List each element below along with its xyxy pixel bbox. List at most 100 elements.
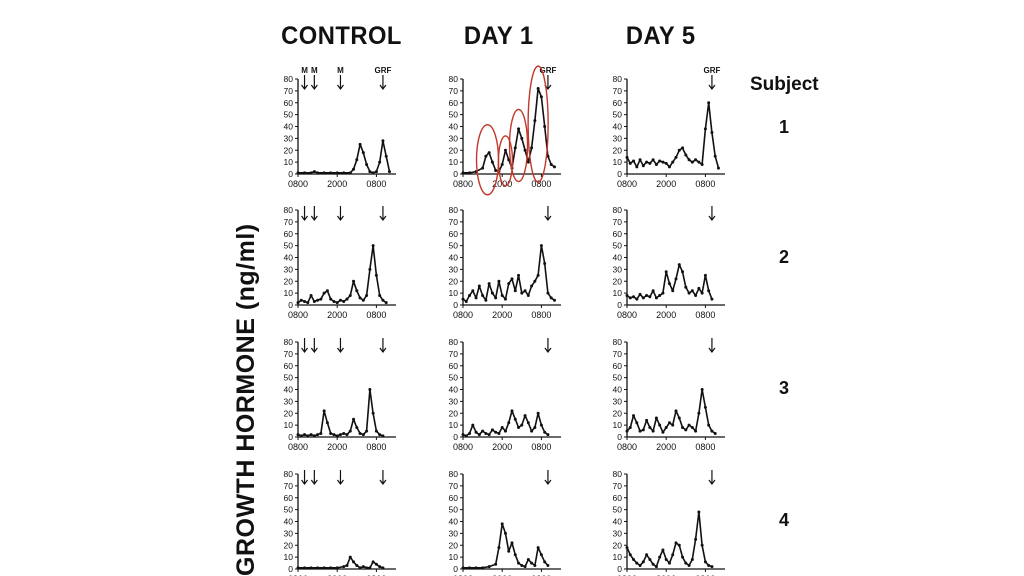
y-tick-label: 80: [284, 74, 294, 84]
data-point: [490, 291, 494, 295]
data-point: [681, 270, 685, 274]
series-line: [463, 523, 549, 569]
data-point: [546, 433, 550, 437]
data-point: [533, 279, 537, 283]
y-tick-label: 0: [453, 432, 458, 442]
data-point: [523, 565, 527, 569]
series-line: [297, 388, 384, 437]
data-point: [332, 299, 336, 303]
data-point: [523, 414, 527, 418]
data-point: [536, 273, 540, 277]
marker-arrowhead: [379, 84, 387, 90]
data-point: [503, 429, 507, 433]
y-tick-label: 30: [613, 264, 623, 274]
data-point: [687, 423, 691, 427]
y-tick-label: 70: [284, 481, 294, 491]
data-point: [641, 296, 645, 300]
data-point: [325, 421, 329, 425]
data-point: [329, 297, 333, 301]
data-point: [690, 426, 694, 429]
data-point: [667, 561, 671, 565]
data-point: [371, 560, 375, 564]
data-point: [632, 558, 636, 561]
data-point: [387, 170, 391, 174]
data-point: [526, 160, 530, 164]
data-point: [710, 429, 714, 433]
x-tick-label: 2000: [327, 442, 347, 452]
data-point: [503, 531, 507, 535]
data-point: [681, 146, 685, 150]
marker-arrowhead: [379, 215, 387, 221]
series-line: [298, 140, 391, 174]
data-point: [533, 119, 537, 123]
data-point: [342, 565, 346, 569]
data-point: [671, 160, 675, 164]
y-tick-label: 10: [449, 420, 459, 430]
y-tick-label: 50: [613, 110, 623, 120]
data-point: [299, 298, 303, 302]
data-point: [352, 560, 356, 564]
data-point: [687, 158, 691, 162]
data-point: [671, 553, 675, 557]
data-point: [352, 167, 356, 171]
data-point: [481, 294, 485, 297]
data-point: [625, 294, 629, 297]
data-point: [345, 433, 349, 437]
data-point: [487, 151, 491, 155]
data-point: [667, 165, 671, 169]
x-tick-label: 0800: [531, 310, 551, 320]
data-point: [355, 426, 359, 429]
data-point: [477, 433, 481, 437]
y-tick-label: 10: [284, 157, 294, 167]
y-tick-label: 10: [449, 288, 459, 298]
data-point: [697, 286, 701, 290]
y-tick-label: 60: [284, 361, 294, 371]
data-point: [641, 560, 645, 564]
data-point: [651, 429, 655, 433]
marker-label: GRF: [374, 66, 391, 75]
data-point: [713, 154, 717, 158]
marker-label: GRF: [703, 66, 720, 75]
data-point: [332, 433, 336, 437]
data-point: [342, 431, 346, 435]
series-line: [626, 388, 716, 435]
y-tick-label: 30: [613, 528, 623, 538]
data-point: [371, 244, 375, 248]
y-tick-label: 70: [284, 86, 294, 96]
data-point: [345, 563, 349, 567]
y-tick-label: 20: [613, 145, 623, 155]
x-tick-label: 0800: [531, 442, 551, 452]
data-point: [677, 263, 681, 267]
data-point: [368, 170, 372, 174]
data-point: [474, 296, 478, 300]
data-point: [713, 431, 717, 435]
y-tick-label: 30: [449, 264, 459, 274]
data-point: [539, 423, 543, 427]
data-point: [474, 566, 478, 570]
data-point: [471, 423, 475, 427]
data-point: [371, 171, 375, 175]
data-point: [342, 171, 346, 175]
data-point: [368, 566, 372, 570]
data-point: [296, 171, 300, 175]
highlight-ellipse: [475, 124, 500, 196]
data-point: [365, 294, 369, 297]
data-point: [703, 273, 707, 277]
x-tick-label: 0800: [617, 442, 637, 452]
data-point: [707, 563, 711, 567]
data-point: [355, 289, 359, 293]
subject-number-4: 4: [779, 510, 790, 530]
data-point: [716, 166, 720, 170]
data-point: [645, 294, 649, 297]
data-point: [697, 411, 701, 415]
x-tick-label: 2000: [327, 179, 347, 189]
y-tick-label: 40: [449, 517, 459, 527]
data-point: [358, 142, 362, 146]
data-point: [641, 428, 645, 432]
data-point: [664, 270, 668, 274]
x-tick-label: 0800: [366, 442, 386, 452]
x-tick-label: 2000: [656, 179, 676, 189]
data-point: [552, 298, 556, 302]
data-point: [507, 421, 511, 425]
